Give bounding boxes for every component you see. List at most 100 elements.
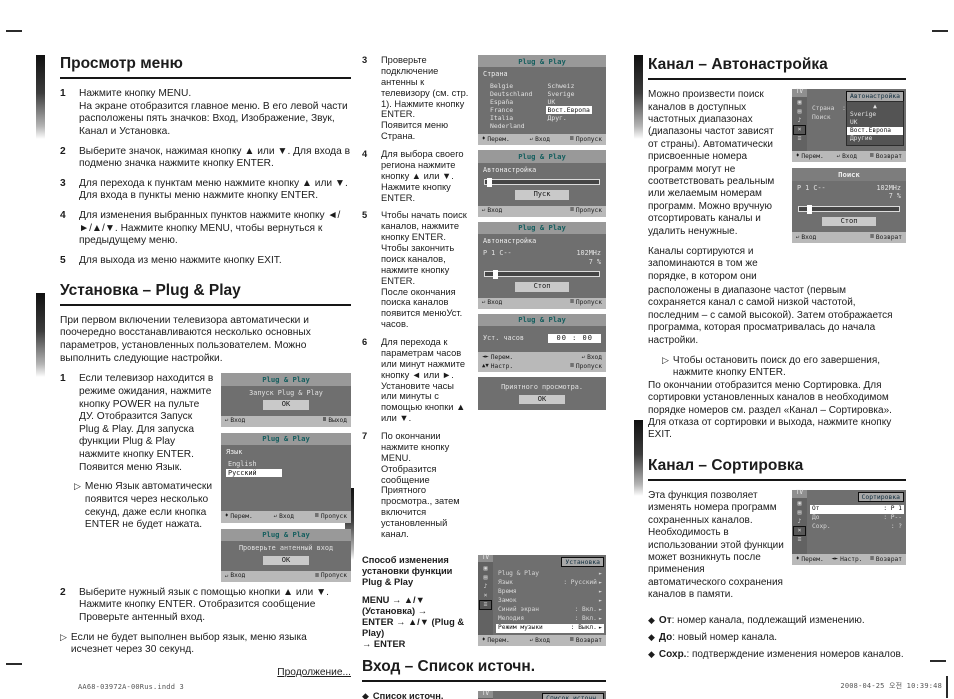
menu-sidebar: TV ▣ ▤ ♪ × ≡ bbox=[792, 489, 807, 554]
start-button: Пуск bbox=[515, 190, 569, 200]
step-item: 1 Нажмите кнопку MENU. На экране отобраз… bbox=[60, 88, 351, 139]
menu-item: Мелодия: Вкл. ► bbox=[496, 615, 604, 624]
sound-icon: ♪ bbox=[797, 117, 802, 125]
step-text: Для выбора своего региона нажмите кнопку… bbox=[381, 149, 464, 203]
input-icon: ▣ bbox=[797, 500, 802, 508]
menu-item: Сохр.: ? bbox=[810, 523, 904, 532]
arrow-right-icon: ► bbox=[598, 616, 602, 623]
step-text: По окончании нажмите кнопку MENU. Отобра… bbox=[381, 431, 460, 539]
enter-icon: ↵ bbox=[225, 417, 229, 424]
menu-item-label: Поиск bbox=[812, 113, 831, 121]
progress-bar bbox=[798, 204, 900, 214]
tv-screen-sort-menu: TV ▣ ▤ ♪ × ≡ Сортировка От: P 1 До: P-- … bbox=[792, 489, 906, 566]
footer-label: Возврат bbox=[875, 152, 902, 160]
footer-label: Вход bbox=[230, 572, 246, 580]
stop-button: Стоп bbox=[822, 217, 876, 227]
menu-item: Поиск bbox=[810, 113, 904, 122]
crop-mark bbox=[946, 676, 948, 698]
tv-screen-autotune-progress: Plug & Play Автонастройка P 1 C-- 102MHz… bbox=[478, 221, 606, 309]
picture-icon: ▤ bbox=[797, 509, 802, 517]
section-title-sort: Канал – Сортировка bbox=[648, 456, 906, 481]
country-item: Italia bbox=[490, 114, 514, 123]
enter-icon: ↵ bbox=[529, 136, 534, 143]
bullet-icon: ◆ bbox=[648, 614, 655, 625]
bullet-key: До bbox=[658, 631, 673, 643]
middle-column: 3 Проверьте подключение антенны к телеви… bbox=[362, 55, 606, 699]
screenshot-stack: TV ▣ ▤ ♪ × ≡ Установка Plug & Play ► Язык… bbox=[478, 554, 606, 647]
footer-label: Вход bbox=[535, 135, 551, 143]
menu-item: До: P-- bbox=[810, 514, 904, 523]
crop-mark bbox=[6, 663, 22, 665]
footer-label: Вход bbox=[487, 207, 503, 215]
note-text: Чтобы остановить поиск до его завершения… bbox=[672, 355, 881, 379]
footer-hint: ↵ Вход bbox=[482, 207, 502, 215]
step-item: 7 По окончании нажмите кнопку MENU. Отоб… bbox=[362, 431, 471, 540]
footer-label: Перем. bbox=[487, 135, 510, 143]
paragraph: расположены в диапазоне частот (первым с… bbox=[648, 285, 893, 346]
tv-screen-autotune-start: Plug & Play Автонастройка Пуск ↵ Вход Ⅲ Пр… bbox=[478, 150, 606, 217]
clock-row: Уст. часов 00 : 00 bbox=[483, 333, 601, 344]
menu-item-colon: : bbox=[842, 104, 846, 112]
tv-screen-autotune-menu: TV ▣ ▤ ♪ × ≡ Автонастройка Страна : Поис… bbox=[792, 89, 906, 163]
arrow-right-icon: ► bbox=[598, 597, 602, 604]
left-column: Просмотр меню 1 Нажмите кнопку MENU. На … bbox=[60, 55, 351, 678]
screen-label: Автонастройка bbox=[483, 165, 537, 174]
up-down-icon: ▲▼ bbox=[482, 363, 489, 369]
country-item: Nederland bbox=[490, 122, 525, 131]
percent-value: 7 % bbox=[888, 192, 901, 201]
step-number: 3 bbox=[60, 177, 66, 189]
footer-label: Пропуск bbox=[575, 362, 602, 370]
footer-label: Перем. bbox=[487, 636, 510, 644]
enter-icon: ↵ bbox=[482, 207, 486, 214]
screen-header: Plug & Play bbox=[478, 150, 606, 163]
menu-item-label: Режим музыки bbox=[498, 624, 543, 632]
enter-icon: ↵ bbox=[836, 153, 841, 160]
footer-label: Пропуск bbox=[575, 299, 602, 307]
tv-label: TV bbox=[478, 554, 493, 563]
source-with-screen: ◆ Список источн. Можно переключаться меж… bbox=[362, 690, 606, 699]
dropdown-up-icon: ▲ bbox=[873, 103, 877, 111]
menu-item: Время ► bbox=[496, 588, 604, 597]
channel-icon: × bbox=[793, 125, 806, 135]
screen-body: Приятного просмотра. OK bbox=[478, 377, 606, 410]
bullet-key: Сохр. bbox=[658, 649, 687, 661]
screen-body: Запуск Plug & Play OK bbox=[221, 386, 351, 416]
arrow-right-icon: ► bbox=[598, 588, 602, 595]
menu-item-selected: Режим музыки: Выкл. ► bbox=[496, 623, 604, 634]
stop-button: Стоп bbox=[515, 282, 569, 292]
screen-spacer bbox=[226, 477, 346, 507]
bullet-icon: ◆ bbox=[648, 649, 655, 660]
screen-label: Страна bbox=[483, 70, 508, 79]
screen-header: Plug & Play bbox=[478, 55, 606, 68]
menu-icon: Ⅲ bbox=[322, 417, 327, 424]
step-text: Для изменения выбранных пунктов нажмите … bbox=[79, 210, 341, 247]
tv-screen-antenna-check: Plug & Play Проверьте антенный вход OK ↵… bbox=[221, 528, 351, 582]
menu-icon: Ⅲ bbox=[870, 234, 874, 241]
menu-sidebar: TV ▣ ▤ ♪ × ≡ bbox=[478, 690, 493, 699]
screen-message: Запуск Plug & Play bbox=[249, 388, 323, 397]
menu-sidebar: TV ▣ ▤ ♪ × ≡ bbox=[478, 554, 493, 636]
crop-mark bbox=[930, 660, 946, 662]
step-text: Чтобы начать поиск каналов, нажмите кноп… bbox=[381, 210, 467, 330]
menu-title: Установка bbox=[561, 556, 604, 568]
section-title-source-list: Вход – Список источн. bbox=[362, 658, 606, 682]
country-item: Друг. bbox=[547, 114, 567, 123]
footer-label: Возврат bbox=[875, 233, 902, 241]
footer-label: Перем. bbox=[801, 555, 824, 563]
paragraph: Каналы сортируются и запоминаются в том … bbox=[648, 245, 758, 282]
menu-item-value: : ? bbox=[890, 523, 902, 531]
step-number: 5 bbox=[362, 210, 368, 221]
footer-label: Вход bbox=[801, 233, 817, 241]
footer-label: Перем. bbox=[801, 152, 824, 160]
screen-header: Plug & Play bbox=[221, 528, 351, 541]
footer-hint: Ⅲ Возврат bbox=[870, 234, 902, 242]
footer-hint: ♦ Перем. bbox=[796, 153, 824, 161]
step-item: 6 Для перехода к параметрам часов или ми… bbox=[362, 337, 471, 424]
step-text: Для перехода к пунктам меню нажмите кноп… bbox=[79, 177, 348, 202]
country-item: Belgie bbox=[490, 82, 514, 91]
step-item: 4 Для выбора своего региона нажмите кноп… bbox=[362, 149, 471, 203]
screen-message: Проверьте антенный вход bbox=[238, 543, 334, 552]
country-item: Sverige bbox=[547, 90, 575, 99]
input-icon: ▣ bbox=[797, 99, 802, 107]
language-option-selected: Русский bbox=[226, 468, 282, 478]
